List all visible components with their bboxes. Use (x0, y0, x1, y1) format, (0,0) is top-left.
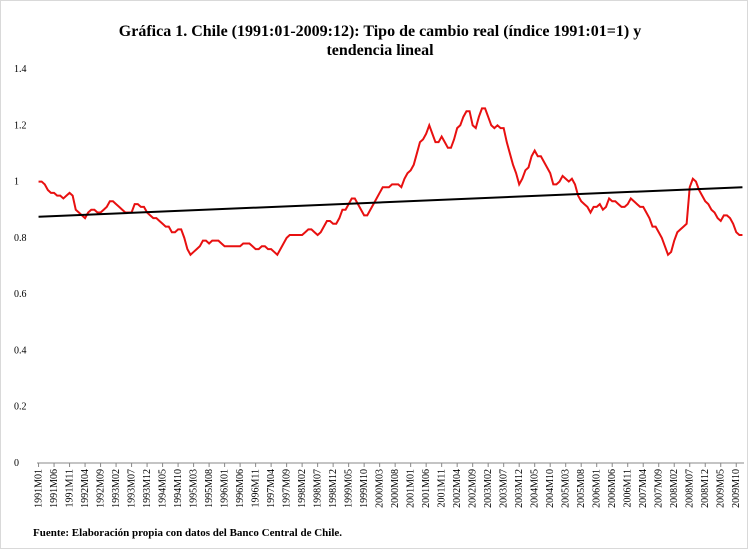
trend-line (38, 186, 743, 218)
x-tick-label: 2004M05 (530, 469, 541, 508)
x-tick-label: 2003M02 (483, 469, 494, 508)
x-tick-label: 2008M02 (669, 469, 680, 508)
x-tick-label: 1996M06 (235, 469, 246, 508)
x-tick-label: 2008M12 (700, 469, 711, 508)
x-tick-label: 1993M02 (111, 469, 122, 508)
x-tick-label: 1991M11 (65, 469, 76, 508)
y-tick-label: 1.4 (14, 64, 27, 75)
y-tick-label: 1 (14, 177, 19, 188)
x-tick-label: 1998M07 (313, 469, 324, 508)
x-tick-label: 2007M09 (654, 469, 665, 508)
x-tick-label: 2009M05 (716, 469, 727, 508)
chart-title: Gráfica 1. Chile (1991:01-2009:12): Tipo… (119, 23, 641, 40)
x-tick-label: 2004M10 (545, 469, 556, 508)
y-tick-label: 0 (14, 458, 19, 469)
y-tick-label: 0.8 (14, 233, 27, 244)
x-tick-label: 1991M06 (49, 469, 60, 508)
x-tick-label: 2000M08 (390, 469, 401, 508)
x-tick-label: 2002M09 (468, 469, 479, 508)
x-tick-label: 1993M12 (142, 469, 153, 508)
x-tick-label: 1991M01 (34, 469, 45, 508)
y-tick-label: 1.2 (14, 120, 27, 131)
x-tick-label: 1997M09 (282, 469, 293, 508)
x-tick-label: 1997M04 (266, 469, 277, 508)
x-tick-label: 1996M11 (251, 469, 262, 508)
x-tick-label: 2009M10 (731, 469, 742, 508)
x-tick-label: 2008M07 (685, 469, 696, 508)
x-tick-label: 2001M06 (421, 469, 432, 508)
x-tick-label: 1995M08 (204, 469, 215, 508)
x-tick-label: 1992M09 (96, 469, 107, 508)
x-tick-label: 1999M05 (344, 469, 355, 508)
x-tick-label: 1999M10 (359, 469, 370, 508)
x-tick-label: 2003M07 (499, 469, 510, 508)
x-tick-label: 1998M12 (328, 469, 339, 508)
y-tick-label: 0.4 (14, 345, 27, 356)
x-tick-label: 2007M04 (638, 469, 649, 508)
x-tick-label: 1996M01 (220, 469, 231, 508)
x-tick-label: 2005M08 (576, 469, 587, 508)
x-tick-label: 2001M01 (406, 469, 417, 508)
y-tick-label: 0.6 (14, 289, 27, 300)
x-tick-label: 2005M03 (561, 469, 572, 508)
x-tick-label: 1995M03 (189, 469, 200, 508)
chart-title: tendencia lineal (326, 42, 434, 59)
x-tick-label: 1993M07 (127, 469, 138, 508)
x-tick-label: 1994M05 (158, 469, 169, 508)
x-tick-label: 1992M04 (80, 469, 91, 508)
x-tick-label: 2006M01 (592, 469, 603, 508)
data-line (38, 107, 743, 257)
x-tick-label: 2000M03 (375, 469, 386, 508)
x-tick-label: 1994M10 (173, 469, 184, 508)
x-tick-label: 2002M04 (452, 469, 463, 508)
x-tick-label: 2006M06 (607, 469, 618, 508)
x-tick-label: 2003M12 (514, 469, 525, 508)
x-tick-label: 2006M11 (623, 469, 634, 508)
source-note: Fuente: Elaboración propia con datos del… (33, 527, 342, 539)
x-tick-label: 1998M02 (297, 469, 308, 508)
x-tick-label: 2001M11 (437, 469, 448, 508)
y-tick-label: 0.2 (14, 402, 27, 413)
